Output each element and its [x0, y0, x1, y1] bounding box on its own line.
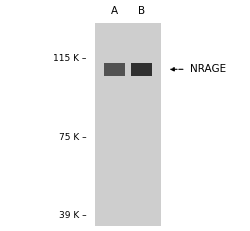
- Bar: [95, 23, 160, 226]
- Bar: [103, 63, 124, 76]
- Text: 115 K –: 115 K –: [53, 55, 86, 63]
- Text: 75 K –: 75 K –: [59, 133, 86, 142]
- Text: 39 K –: 39 K –: [59, 212, 86, 220]
- Text: B: B: [138, 6, 145, 16]
- Bar: [131, 63, 152, 76]
- Text: NRAGE: NRAGE: [189, 64, 225, 74]
- Text: A: A: [110, 6, 117, 16]
